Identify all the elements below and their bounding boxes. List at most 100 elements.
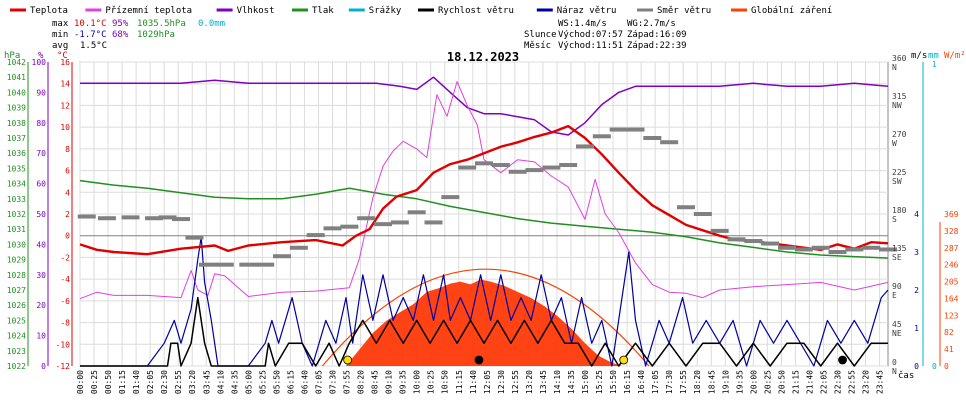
wind-direction-mark <box>407 210 426 215</box>
moon-event-marker <box>838 355 847 365</box>
x-tick-label: 22:30 <box>834 370 843 394</box>
series-line-rychlost-vetru <box>80 296 888 367</box>
grid <box>79 61 889 367</box>
temp-tick-label: 14 <box>60 80 70 89</box>
wind-axis-label: m/s <box>911 51 927 61</box>
mm-tick-label: 1 <box>932 60 937 69</box>
stats-block: max 10.1°C 95% 1035.5hPa 0.0mm min -1.7°… <box>52 19 225 51</box>
x-tick-label: 09:35 <box>399 370 408 394</box>
hpa-tick-label: 1042 <box>7 58 26 67</box>
x-tick-label: 14:10 <box>553 370 562 394</box>
x-tick-label: 11:15 <box>455 370 464 394</box>
x-tick-label: 19:35 <box>735 370 744 394</box>
x-tick-label: 13:20 <box>525 370 534 394</box>
x-tick-label: 23:20 <box>862 370 871 394</box>
x-tick-label: 10:50 <box>441 370 450 394</box>
x-tick-label: 21:15 <box>791 370 800 394</box>
wind-tick-label: 3 <box>914 248 919 257</box>
stats-max-rain: 0.0mm <box>198 19 225 29</box>
wind-direction-mark <box>185 235 204 240</box>
pct-tick-label: 40 <box>36 240 46 249</box>
x-tick-label: 16:15 <box>623 370 632 394</box>
wind-direction-mark <box>677 205 695 210</box>
x-tick-label: 00:00 <box>76 370 85 394</box>
wind-direction-mark <box>256 262 275 267</box>
pct-tick-label: 90 <box>36 88 46 97</box>
dir-name-label: N <box>892 63 897 72</box>
wind-direction-mark <box>761 241 780 246</box>
x-tick-label: 10:00 <box>413 370 422 394</box>
dir-deg-label: 0 <box>892 358 897 367</box>
dir-name-label: NW <box>892 101 902 110</box>
dir-deg-label: 270 <box>892 130 907 139</box>
legend-label: Tlak <box>312 6 334 16</box>
temp-tick-label: 8 <box>65 145 70 154</box>
temp-tick-label: -12 <box>56 362 71 371</box>
temp-tick-label: 0 <box>65 232 70 241</box>
temp-tick-label: 12 <box>60 101 70 110</box>
info-ws: WS:1.4m/s <box>558 19 607 29</box>
info-moon-label: Měsíc <box>524 41 551 51</box>
legend-label: Rychlost větru <box>438 6 514 16</box>
dir-name-label: SE <box>892 253 902 262</box>
x-tick-label: 04:35 <box>230 370 239 394</box>
wind-direction-mark <box>458 165 477 170</box>
x-tick-label: 03:20 <box>188 370 197 394</box>
temp-tick-label: 2 <box>65 210 70 219</box>
wind-direction-mark <box>508 169 527 174</box>
legend-label: Směr větru <box>657 6 711 16</box>
dir-name-label: SW <box>892 177 902 186</box>
x-tick-label: 22:05 <box>819 370 828 394</box>
x-tick-label: 02:55 <box>174 370 183 394</box>
wind-tick-label: 1 <box>914 324 919 333</box>
wind-direction-mark <box>862 245 881 250</box>
wind-direction-mark <box>811 245 830 250</box>
wind-direction-mark <box>97 216 116 221</box>
legend-label: Srážky <box>369 6 402 16</box>
wind-direction-mark <box>198 262 217 267</box>
x-tick-label: 08:20 <box>357 370 366 394</box>
wind-direction-mark <box>609 127 628 132</box>
x-tick-label: 00:25 <box>90 370 99 394</box>
legend: Teplota Přízemní teplota Vlhkost Tlak Srážky… <box>10 6 832 16</box>
x-tick-label: 04:10 <box>216 370 225 394</box>
mm-axis-label: mm <box>928 51 939 61</box>
hpa-tick-label: 1031 <box>7 225 26 234</box>
rad-tick-label: 0 <box>944 362 949 371</box>
dir-name-label: S <box>892 215 897 224</box>
moon-event-marker <box>474 355 484 365</box>
x-tick-label: 14:35 <box>567 370 576 394</box>
pct-tick-label: 10 <box>36 332 46 341</box>
wind-direction-mark <box>643 136 662 140</box>
x-tick-label: 02:30 <box>160 370 169 394</box>
radiation-area <box>321 268 650 367</box>
wind-direction-mark <box>727 237 746 242</box>
x-tick-label: 05:00 <box>244 370 253 394</box>
x-tick-label: 05:25 <box>258 370 267 394</box>
legend-label: Teplota <box>30 6 68 16</box>
wind-direction-mark <box>172 217 190 222</box>
radiation-max-curve <box>321 268 650 367</box>
hpa-tick-label: 1022 <box>7 362 26 371</box>
wind-direction-mark <box>693 212 712 216</box>
dir-deg-label: 90 <box>892 282 902 291</box>
pct-tick-label: 80 <box>36 119 46 128</box>
hpa-tick-label: 1024 <box>7 332 26 341</box>
dir-deg-label: 315 <box>892 92 907 101</box>
wind-direction-mark <box>794 247 813 252</box>
pct-tick-label: 70 <box>36 149 46 158</box>
temp-tick-label: -4 <box>60 275 70 284</box>
mm-tick-label: 0 <box>932 362 937 371</box>
x-tick-label: 15:00 <box>581 370 590 394</box>
hpa-tick-label: 1037 <box>7 134 26 143</box>
series-line-prizemni-teplota <box>79 81 889 300</box>
x-tick-label: 07:30 <box>329 370 338 394</box>
temp-tick-label: 6 <box>65 167 70 176</box>
rad-tick-label: 328 <box>944 227 959 236</box>
x-tick-label: 17:05 <box>651 370 660 394</box>
x-tick-label: 18:45 <box>707 370 716 394</box>
hpa-tick-label: 1023 <box>7 347 26 356</box>
wind-direction-mark <box>542 165 561 170</box>
sun-event-marker <box>619 355 629 365</box>
x-tick-label: 09:10 <box>385 370 394 394</box>
